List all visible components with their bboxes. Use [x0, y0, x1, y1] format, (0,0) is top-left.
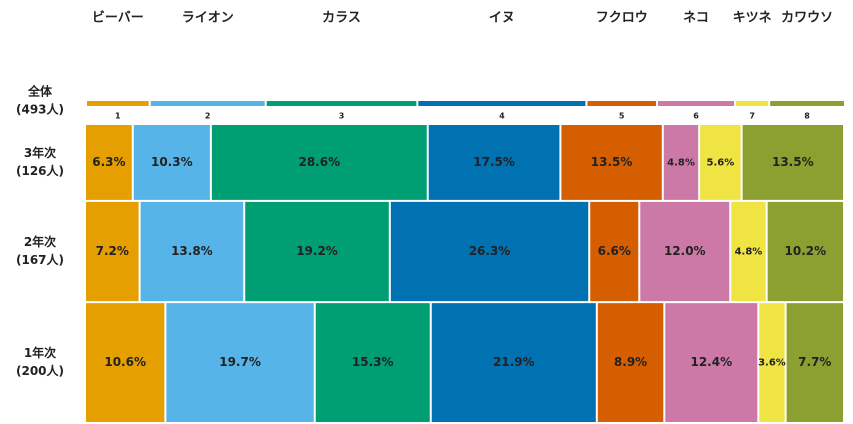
segment: [786, 303, 843, 422]
category-label: ライオン: [182, 11, 234, 26]
category-label: イヌ: [489, 11, 515, 26]
value-label: 12.4%: [690, 355, 732, 369]
segment: [86, 303, 165, 422]
total-bar: [418, 101, 586, 106]
segment: [428, 125, 560, 200]
total-bar: [587, 101, 656, 106]
value-label: 6.6%: [598, 244, 631, 258]
value-label: 8.9%: [614, 355, 647, 369]
segment: [665, 303, 758, 422]
segment: [390, 201, 589, 302]
total-size: (493人): [16, 102, 64, 117]
value-label: 13.8%: [171, 244, 213, 258]
segment: [245, 201, 389, 302]
segment: [315, 303, 430, 422]
rank-label: 5: [619, 112, 625, 121]
segment: [166, 303, 314, 422]
value-label: 10.6%: [104, 355, 146, 369]
row-label: 3年次: [24, 145, 56, 160]
rank-label: 3: [339, 112, 345, 121]
category-label: キツネ: [733, 11, 772, 26]
value-label: 10.3%: [151, 155, 193, 169]
category-label: ネコ: [683, 11, 709, 26]
value-label: 7.7%: [798, 355, 831, 369]
value-label: 4.8%: [667, 157, 695, 168]
row-size: (167人): [16, 252, 64, 267]
row-label: 1年次: [24, 345, 56, 360]
value-label: 13.5%: [591, 155, 633, 169]
category-label: カラス: [322, 11, 361, 26]
segment: [590, 201, 639, 302]
value-label: 19.2%: [296, 244, 338, 258]
value-label: 7.2%: [96, 244, 129, 258]
value-label: 21.9%: [493, 355, 535, 369]
value-label: 6.3%: [92, 155, 125, 169]
total-label: 全体: [27, 84, 53, 99]
rank-label: 6: [693, 112, 699, 121]
value-label: 5.6%: [707, 157, 735, 168]
row-label: 2年次: [24, 234, 56, 249]
value-label: 10.2%: [785, 244, 827, 258]
value-label: 15.3%: [352, 355, 394, 369]
segment: [133, 125, 210, 200]
value-label: 4.8%: [735, 247, 763, 258]
value-label: 13.5%: [772, 155, 814, 169]
segment: [759, 303, 785, 422]
segment: [140, 201, 244, 302]
value-label: 28.6%: [298, 155, 340, 169]
value-label: 17.5%: [473, 155, 515, 169]
total-bar: [736, 101, 769, 106]
value-label: 26.3%: [469, 244, 511, 258]
segment: [663, 125, 699, 200]
value-label: 19.7%: [219, 355, 261, 369]
rank-label: 8: [804, 112, 810, 121]
total-bar: [266, 101, 417, 106]
total-bar: [150, 101, 265, 106]
segment: [767, 201, 843, 302]
segment: [86, 201, 139, 302]
category-label: フクロウ: [596, 11, 648, 26]
total-bar: [770, 101, 844, 106]
segment: [597, 303, 664, 422]
category-label: ビーバー: [92, 10, 144, 26]
row-size: (126人): [16, 163, 64, 178]
segment: [86, 125, 132, 200]
segment: [431, 303, 596, 422]
rank-label: 4: [499, 112, 505, 121]
segment: [211, 125, 427, 200]
rank-label: 7: [749, 112, 755, 121]
value-label: 3.6%: [758, 358, 786, 369]
value-label: 12.0%: [664, 244, 706, 258]
segment: [640, 201, 730, 302]
rank-label: 2: [205, 112, 211, 121]
segment: [700, 125, 741, 200]
segment: [561, 125, 662, 200]
segment: [731, 201, 766, 302]
category-label: カワウソ: [781, 11, 833, 26]
total-bar: [87, 101, 149, 106]
rank-label: 1: [115, 112, 121, 121]
total-bar: [657, 101, 735, 106]
row-size: (200人): [16, 363, 64, 378]
segment: [742, 125, 843, 200]
